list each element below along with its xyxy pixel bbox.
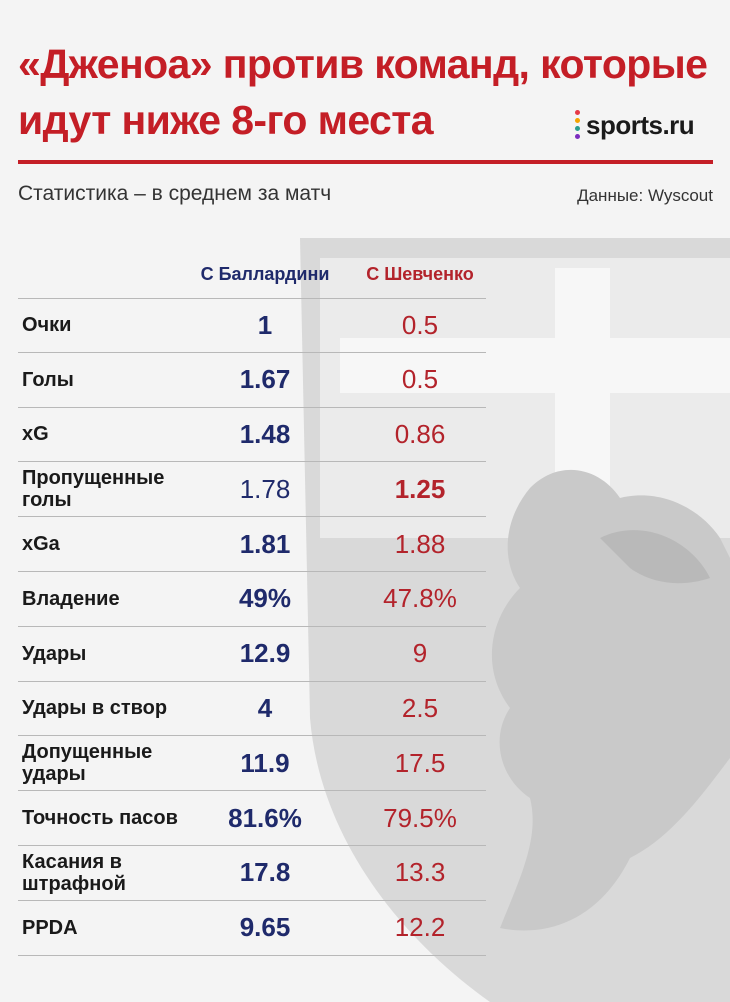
- value-ballardini: 1.78: [239, 473, 291, 504]
- row-label: Допущенные удары: [22, 741, 153, 786]
- logo-text: sports.ru: [586, 109, 695, 140]
- value-ballardini: 11.9: [240, 747, 290, 778]
- value-shevchenko: 13.3: [394, 857, 446, 888]
- value-shevchenko: 0.5: [401, 364, 439, 395]
- value-ballardini: 17.8: [239, 857, 291, 888]
- value-ballardini: 81.6%: [228, 802, 302, 833]
- row-label: Пропущенные голы: [22, 467, 165, 512]
- value-shevchenko: 1.25: [394, 473, 446, 504]
- title-divider: [18, 160, 713, 164]
- value-shevchenko: 79.5%: [383, 802, 457, 833]
- row-label: Касания в штрафной: [22, 850, 126, 895]
- table-row: Касания в штрафной 17.8 13.3: [18, 846, 486, 901]
- value-shevchenko: 0.5: [401, 309, 439, 340]
- table-row: xG 1.48 0.86: [18, 408, 486, 463]
- row-label: PPDA: [22, 916, 78, 939]
- row-label: Удары: [22, 642, 87, 665]
- value-shevchenko: 12.2: [394, 912, 446, 943]
- value-shevchenko: 1.88: [394, 528, 446, 559]
- sports-ru-logo: sports.ru: [574, 106, 695, 144]
- row-label: xGa: [22, 533, 60, 556]
- subtitle: Статистика – в среднем за матч: [18, 182, 332, 205]
- row-label: Владение: [22, 587, 120, 610]
- value-shevchenko: 17.5: [394, 747, 446, 778]
- stats-table: Очки 1 0.5 Голы 1.67 0.5 xG 1.48 0.86 Пропущенные…: [18, 298, 486, 956]
- value-ballardini: 4: [257, 692, 273, 723]
- row-label: Очки: [22, 314, 72, 337]
- value-shevchenko: 2.5: [401, 692, 439, 723]
- genoa-crest-watermark: [300, 238, 730, 1002]
- data-source: Данные: Wyscout: [577, 186, 713, 205]
- table-row: PPDA 9.65 12.2: [18, 901, 486, 956]
- column-header-ballardini: С Баллардини: [200, 264, 330, 284]
- value-shevchenko: 47.8%: [383, 583, 457, 614]
- table-row: Владение 49% 47.8%: [18, 572, 486, 627]
- page-title: «Дженоа» против команд, которые идут ниж…: [18, 41, 708, 143]
- column-header-shevchenko: С Шевченко: [366, 264, 474, 284]
- value-shevchenko: 9: [412, 638, 428, 669]
- value-ballardini: 12.9: [239, 638, 291, 669]
- table-row: Удары 12.9 9: [18, 627, 486, 682]
- row-label: xG: [22, 423, 49, 446]
- table-row: Очки 1 0.5: [18, 298, 486, 353]
- table-row: Точность пасов 81.6% 79.5%: [18, 791, 486, 846]
- value-ballardini: 1: [257, 309, 273, 340]
- table-row: xGa 1.81 1.88: [18, 517, 486, 572]
- value-ballardini: 49%: [238, 583, 292, 614]
- value-ballardini: 1.67: [239, 364, 291, 395]
- row-label: Голы: [22, 368, 74, 391]
- row-label: Удары в створ: [22, 697, 168, 720]
- logo-dots-icon: [574, 110, 582, 140]
- value-ballardini: 1.48: [239, 418, 291, 449]
- value-ballardini: 1.81: [239, 528, 291, 559]
- table-row: Пропущенные голы 1.78 1.25: [18, 462, 486, 518]
- table-row: Допущенные удары 11.9 17.5: [18, 736, 486, 792]
- table-row: Голы 1.67 0.5: [18, 353, 486, 408]
- table-row: Удары в створ 4 2.5: [18, 682, 486, 737]
- value-ballardini: 9.65: [239, 912, 291, 943]
- value-shevchenko: 0.86: [394, 418, 446, 449]
- row-label: Точность пасов: [22, 807, 178, 830]
